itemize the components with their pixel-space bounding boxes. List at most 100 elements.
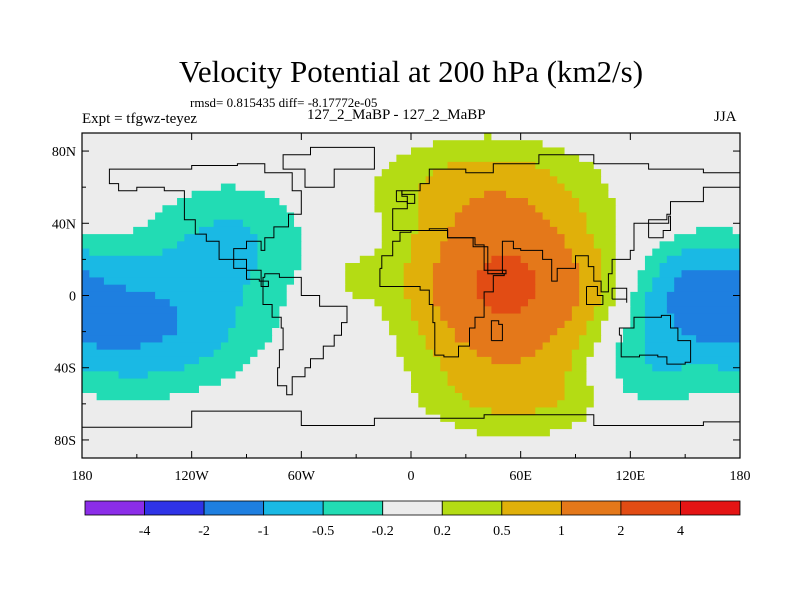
contour-band: [586, 364, 617, 372]
contour-band: [381, 306, 412, 315]
contour-band: [484, 133, 493, 141]
x-tick-label: 120E: [616, 469, 646, 484]
contour-band: [125, 284, 244, 293]
contour-band: [155, 291, 244, 300]
contour-band: [564, 371, 588, 380]
contour-band: [257, 255, 302, 264]
colorbar-label: -2: [198, 524, 210, 539]
contour-band: [96, 342, 142, 351]
contour-band: [242, 284, 288, 293]
contour-band: [381, 212, 419, 221]
contour-band: [82, 277, 105, 286]
contour-band: [652, 364, 683, 372]
contour-band: [82, 371, 120, 380]
contour-band: [82, 147, 412, 156]
contour-band: [374, 299, 412, 307]
contour-band: [535, 205, 580, 214]
contour-band: [666, 306, 740, 315]
contour-band: [644, 328, 683, 336]
contour-band: [228, 328, 273, 336]
x-axis: 180 120W 60W 0 60E 120E 180: [72, 133, 751, 484]
contour-band: [615, 241, 661, 250]
contour-band: [82, 234, 185, 242]
contour-band: [411, 378, 449, 387]
contour-band: [191, 190, 266, 199]
contour-band: [82, 364, 185, 372]
experiment-label: Expt = tfgwz-teyez: [82, 111, 198, 127]
y-tick-label: 40S: [54, 362, 76, 377]
contour-band: [440, 255, 493, 264]
contour-band: [557, 328, 588, 336]
contour-band: [82, 255, 259, 264]
contour-band: [147, 219, 215, 228]
contour-band: [294, 219, 383, 228]
contour-band: [579, 291, 602, 300]
stats-label: rmsd= 0.815435 diff= -8.17772e-05: [190, 95, 378, 110]
contour-band: [82, 320, 178, 329]
contour-band: [623, 385, 740, 394]
contour-band: [732, 226, 740, 235]
contour-band: [674, 313, 740, 322]
contour-band: [535, 407, 588, 416]
colorbar-swatch: [263, 500, 324, 516]
contour-band: [644, 342, 740, 351]
contour-band: [235, 313, 280, 322]
contour-band: [476, 429, 551, 437]
contour-band: [571, 306, 595, 315]
contour-band: [432, 299, 485, 307]
contour-band: [82, 154, 397, 163]
contour-band: [542, 140, 740, 149]
contour-band: [593, 342, 617, 351]
contour-band: [89, 248, 164, 257]
contour-band: [374, 183, 419, 192]
contour-band: [345, 263, 405, 271]
contour-band: [644, 263, 661, 271]
contour-band: [403, 364, 441, 372]
contour-band: [440, 248, 573, 257]
contour-band: [440, 313, 573, 322]
contour-band: [403, 291, 434, 300]
contour-band: [425, 176, 558, 185]
contour-band: [644, 320, 675, 329]
y-tick-label: 80N: [52, 145, 76, 160]
contour-band: [615, 371, 740, 380]
contour-band: [608, 190, 740, 199]
contour-band: [279, 198, 376, 206]
contour-band: [484, 299, 529, 307]
contour-band: [140, 342, 222, 351]
x-tick-label: 180: [72, 469, 93, 484]
colorbar-label: -0.5: [312, 524, 334, 539]
contour-band: [177, 306, 237, 315]
contour-band: [82, 436, 740, 445]
contour-band: [220, 378, 412, 387]
contour-band: [666, 291, 740, 300]
contour-band: [476, 284, 536, 293]
colorbar-swatch: [203, 500, 265, 516]
contour-band: [564, 393, 595, 401]
contour-band: [644, 306, 668, 315]
contour-band: [403, 277, 434, 286]
contour-band: [681, 328, 740, 336]
contour-band: [637, 393, 690, 401]
contour-band: [425, 342, 471, 351]
contour-band: [89, 270, 251, 279]
contour-band: [396, 335, 427, 344]
contour-band: [242, 219, 295, 228]
contour-band: [681, 364, 719, 372]
contour-band: [454, 212, 544, 221]
contour-band: [615, 219, 740, 228]
contour-band: [272, 328, 390, 336]
contour-band: [564, 241, 595, 250]
contour-band: [286, 299, 376, 307]
contour-band: [82, 414, 441, 423]
contour-band: [82, 226, 134, 235]
contour-band: [564, 378, 588, 387]
contour-band: [82, 299, 171, 307]
contour-band: [381, 241, 412, 250]
contour-band: [381, 313, 412, 322]
contour-band: [396, 342, 427, 351]
contour-band: [623, 328, 646, 336]
contour-band: [615, 248, 653, 257]
contour-band: [644, 255, 668, 264]
contour-band: [177, 328, 229, 336]
